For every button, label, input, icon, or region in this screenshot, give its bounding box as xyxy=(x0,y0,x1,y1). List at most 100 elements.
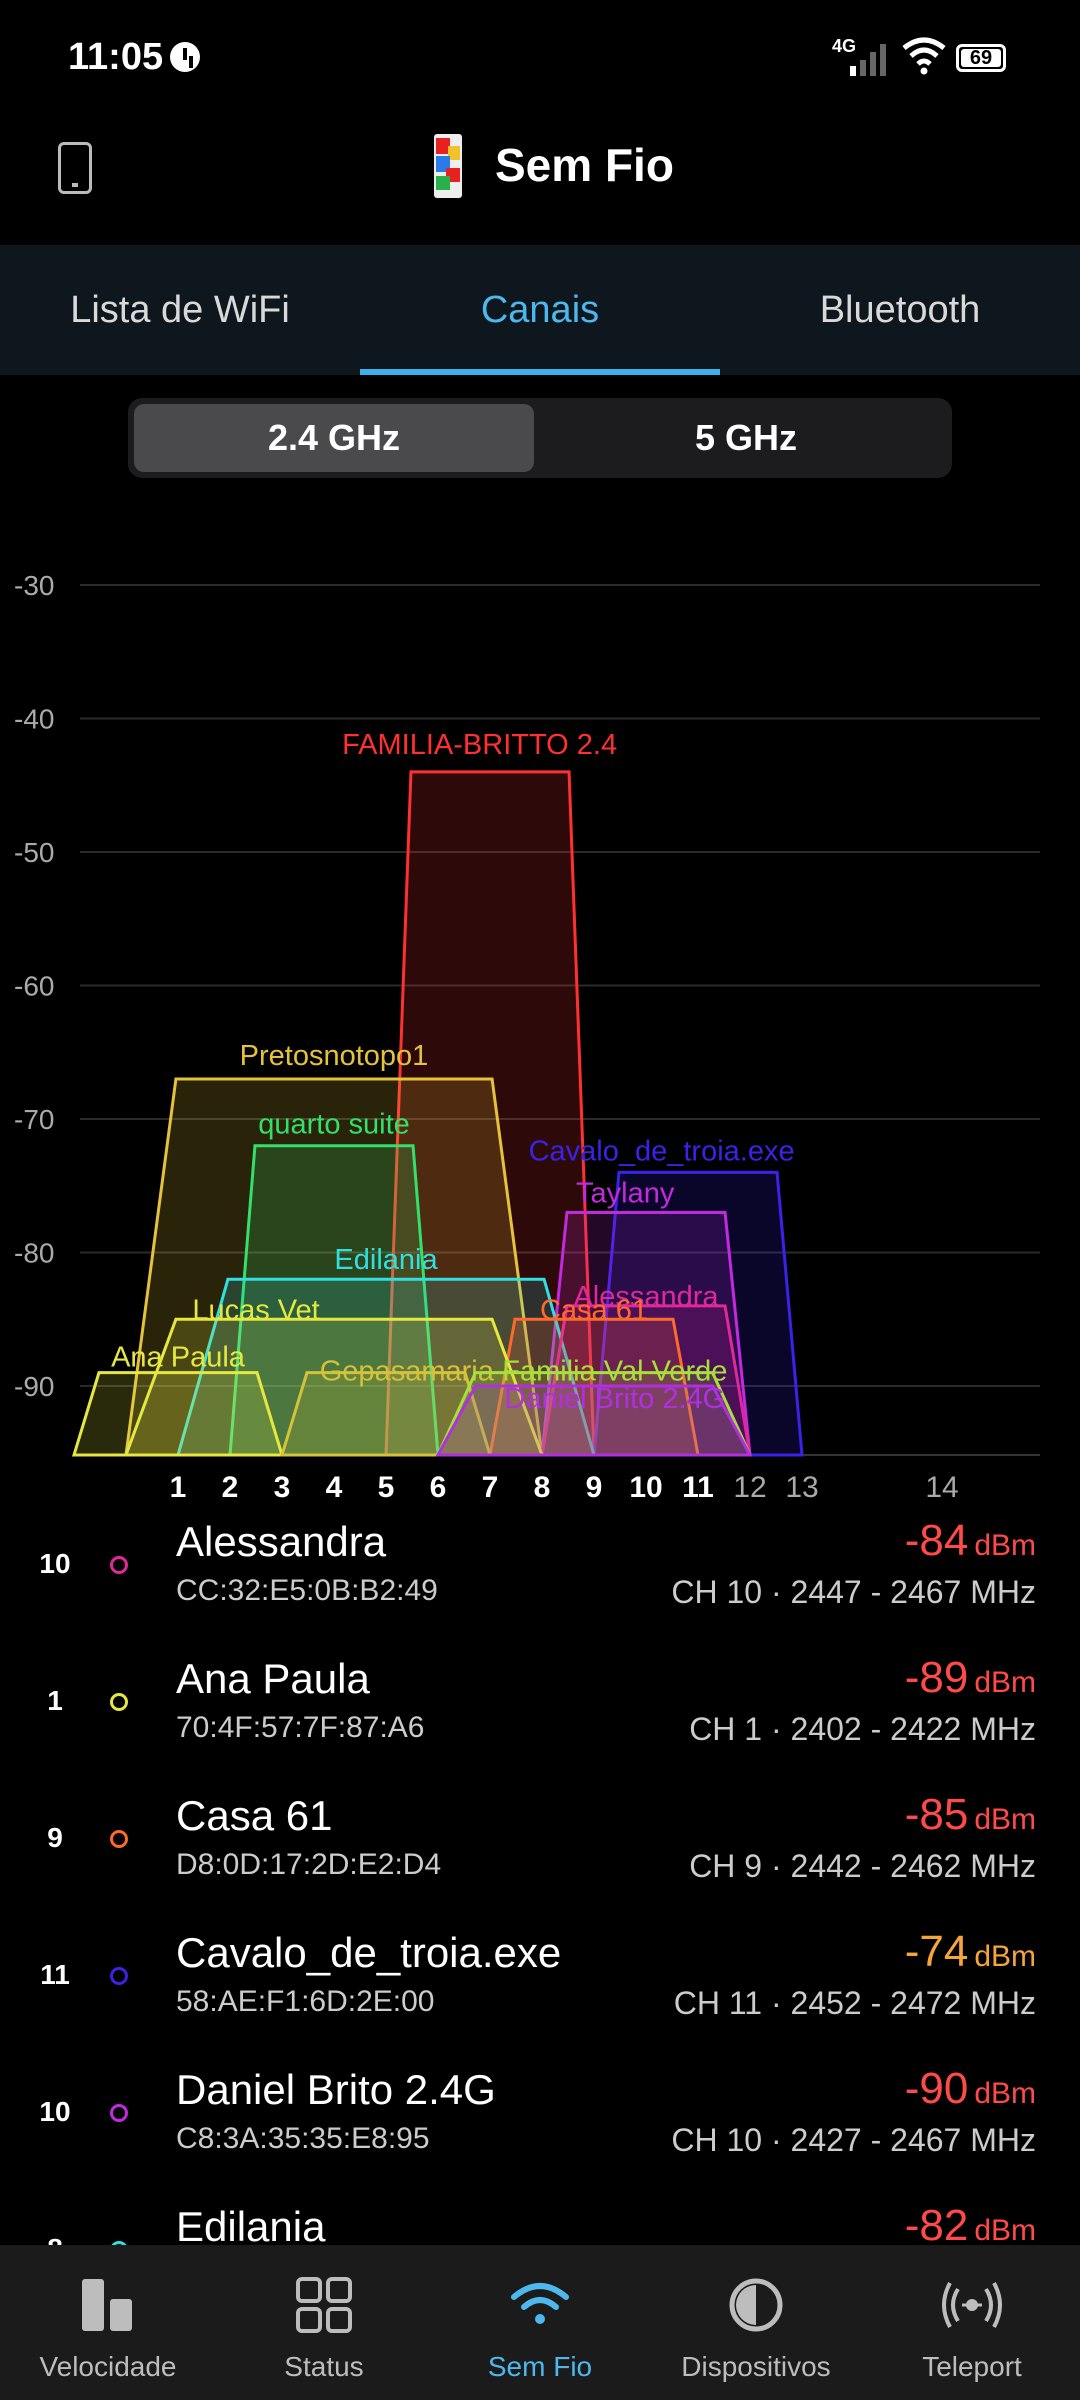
tab-wifi-list[interactable]: Lista de WiFi xyxy=(70,289,290,331)
x-tick-label: 3 xyxy=(274,1471,291,1500)
x-tick-label: 10 xyxy=(629,1471,662,1500)
signal-strength: -89 dBm xyxy=(905,1653,1036,1703)
network-color-dot xyxy=(110,1693,128,1711)
series-label: Alessandra xyxy=(573,1281,719,1313)
signal-unit: dBm xyxy=(974,2077,1036,2110)
channel-frequency: CH 1 · 2402 - 2422 MHz xyxy=(689,1711,1036,1747)
list-item[interactable]: 11 Cavalo_de_troia.exe 58:AE:F1:6D:2E:00… xyxy=(0,1911,1080,2048)
signal-unit: dBm xyxy=(974,1803,1036,1836)
channel-frequency: CH 10 · 2447 - 2467 MHz xyxy=(671,1574,1036,1610)
channel-area xyxy=(71,1371,285,1457)
x-tick-label: 5 xyxy=(378,1471,395,1500)
network-type: 4G xyxy=(832,36,857,56)
band-2-4ghz-button[interactable]: 2.4 GHz xyxy=(134,404,534,472)
nav-status[interactable]: Status xyxy=(216,2245,432,2400)
series-label: Lucas Vet xyxy=(192,1294,319,1326)
series-label: Familia Val Verde xyxy=(502,1356,727,1388)
y-tick-label: -60 xyxy=(14,971,54,1002)
list-item[interactable]: 10 Alessandra CC:32:E5:0B:B2:49 -84 dBm C… xyxy=(0,1500,1080,1637)
network-color-dot xyxy=(110,1556,128,1574)
tab-indicator xyxy=(360,369,720,375)
network-ssid: Daniel Brito 2.4G xyxy=(176,2066,496,2113)
signal-value: -89 xyxy=(904,1653,969,1702)
band-5ghz-button[interactable]: 5 GHz xyxy=(694,417,798,458)
signal-value: -85 xyxy=(904,1790,969,1839)
devices-circle-icon xyxy=(729,2278,783,2332)
signal-value: -90 xyxy=(904,2064,969,2113)
y-tick-label: -50 xyxy=(14,837,54,868)
signal-value: -74 xyxy=(904,1927,969,1976)
list-item[interactable]: 10 Daniel Brito 2.4G C8:3A:35:35:E8:95 -… xyxy=(0,2048,1080,2185)
nav-label: Teleport xyxy=(922,2351,1022,2382)
nav-dispositivos[interactable]: Dispositivos xyxy=(648,2245,864,2400)
x-tick-label: 4 xyxy=(326,1471,343,1500)
network-mac: 70:4F:57:7F:87:A6 xyxy=(176,1711,425,1744)
nav-label: Dispositivos xyxy=(681,2351,831,2382)
signal-value: -82 xyxy=(904,2201,969,2245)
signal-strength: -85 dBm xyxy=(905,1790,1036,1840)
x-tick-label: 6 xyxy=(430,1471,447,1500)
series-label: Ana Paula xyxy=(111,1342,246,1374)
speed-bars-icon xyxy=(82,2279,132,2331)
nav-sem-fio[interactable]: Sem Fio xyxy=(432,2245,648,2400)
wifi-icon xyxy=(511,2283,569,2324)
series-label: Cavalo_de_troia.exe xyxy=(529,1135,795,1167)
y-tick-label: -90 xyxy=(14,1371,54,1402)
network-ssid: Ana Paula xyxy=(176,1655,370,1702)
network-mac: 58:AE:F1:6D:2E:00 xyxy=(176,1985,435,2018)
x-tick-label: 13 xyxy=(785,1471,818,1500)
network-ssid: Cavalo_de_troia.exe xyxy=(176,1929,562,1976)
status-time: 11:05 xyxy=(68,36,164,78)
top-tabs: Lista de WiFi Canais Bluetooth xyxy=(0,245,1080,375)
channel-number: 8 xyxy=(20,2233,90,2245)
nav-label: Status xyxy=(284,2351,364,2382)
signal-unit: dBm xyxy=(974,1529,1036,1562)
signal-strength: -74 dBm xyxy=(905,1927,1036,1977)
nav-velocidade[interactable]: Velocidade xyxy=(0,2245,216,2400)
y-tick-label: -30 xyxy=(14,570,54,601)
series-label: Casa 61 xyxy=(540,1294,648,1326)
nav-label: Velocidade xyxy=(39,2351,177,2382)
signal-strength: -90 dBm xyxy=(905,2064,1036,2114)
signal-value: -84 xyxy=(904,1516,969,1565)
bottom-nav: Velocidade Status Sem Fio Dispositivos xyxy=(0,2245,1080,2400)
nav-teleport[interactable]: Teleport xyxy=(864,2245,1080,2400)
phone-icon[interactable] xyxy=(58,142,92,194)
network-color-dot xyxy=(110,2104,128,2122)
app-header: Sem Fio xyxy=(0,120,1080,245)
x-tick-label: 7 xyxy=(482,1471,499,1500)
network-ssid: Alessandra xyxy=(176,1518,387,1565)
y-tick-label: -70 xyxy=(14,1104,54,1135)
signal-strength: -84 dBm xyxy=(905,1516,1036,1566)
x-tick-label: 9 xyxy=(586,1471,603,1500)
app-title: Sem Fio xyxy=(495,139,674,191)
channel-frequency: CH 9 · 2442 - 2462 MHz xyxy=(689,1848,1036,1884)
battery-icon: 69 xyxy=(956,44,1006,72)
list-item[interactable]: 1 Ana Paula 70:4F:57:7F:87:A6 -89 dBm CH … xyxy=(0,1637,1080,1774)
channel-number: 10 xyxy=(39,2096,71,2127)
network-color-dot xyxy=(110,1830,128,1848)
signal-unit: dBm xyxy=(974,1666,1036,1699)
x-tick-label: 8 xyxy=(534,1471,551,1500)
channel-area xyxy=(279,1371,493,1457)
channel-number: 10 xyxy=(39,1548,71,1579)
channel-number: 11 xyxy=(40,1959,70,1990)
series-label: quarto suite xyxy=(258,1109,410,1141)
signal-unit: dBm xyxy=(974,2214,1036,2245)
network-ssid: Edilania xyxy=(176,2203,326,2245)
network-mac: D8:0D:17:2D:E2:D4 xyxy=(176,1848,442,1881)
x-tick-label: 14 xyxy=(925,1471,958,1500)
x-tick-label: 11 xyxy=(682,1471,714,1500)
network-color-dot xyxy=(110,1967,128,1985)
y-tick-label: -80 xyxy=(14,1238,54,1269)
tab-bluetooth[interactable]: Bluetooth xyxy=(819,289,981,331)
app-logo-icon xyxy=(434,134,462,198)
list-item[interactable]: 9 Casa 61 D8:0D:17:2D:E2:D4 -85 dBm CH 9 … xyxy=(0,1774,1080,1911)
channel-number: 1 xyxy=(47,1685,63,1716)
x-tick-label: 1 xyxy=(170,1471,187,1500)
tab-channels[interactable]: Canais xyxy=(480,289,600,331)
series-label: Pretosnotopo1 xyxy=(240,1040,429,1072)
teleport-icon xyxy=(942,2282,1002,2328)
y-tick-label: -40 xyxy=(14,704,54,735)
